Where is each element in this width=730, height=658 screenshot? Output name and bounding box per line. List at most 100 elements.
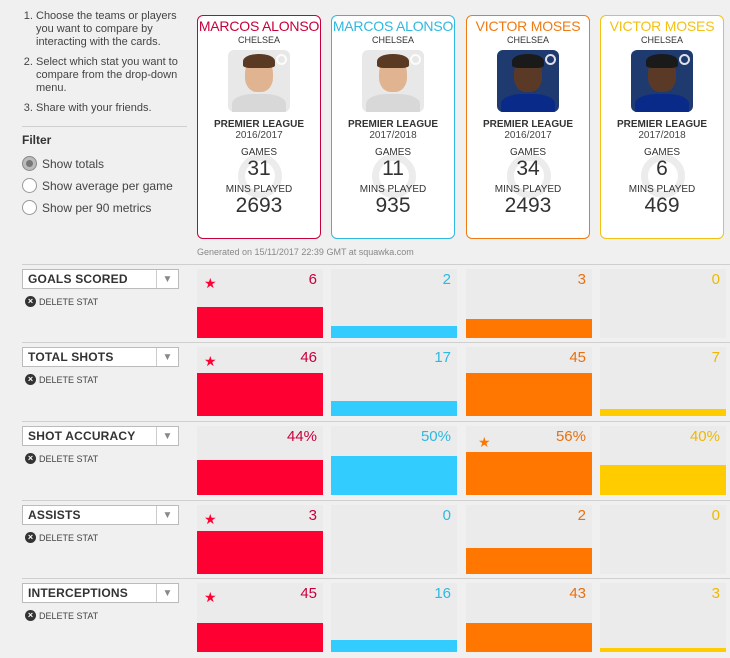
delete-stat-label: DELETE STAT bbox=[39, 374, 99, 385]
stat-bar bbox=[197, 460, 323, 495]
stat-bar bbox=[197, 623, 323, 652]
player-name[interactable]: VICTOR MOSES bbox=[475, 18, 581, 34]
stat-bar bbox=[600, 465, 726, 495]
season[interactable]: 2016/2017 bbox=[235, 130, 283, 141]
season[interactable]: 2017/2018 bbox=[369, 130, 417, 141]
filter-option-label: Show per 90 metrics bbox=[42, 200, 152, 215]
games-label: GAMES bbox=[240, 147, 278, 158]
stat-cell: 2 bbox=[331, 269, 457, 338]
chevron-down-icon[interactable]: ▼ bbox=[156, 270, 178, 288]
stat-value: 0 bbox=[711, 507, 720, 524]
swap-icon[interactable] bbox=[545, 54, 556, 65]
instruction-item: Share with your friends. bbox=[36, 102, 192, 115]
mins-value: 2693 bbox=[235, 194, 283, 217]
stat-value: 46 bbox=[300, 349, 317, 366]
stat-select[interactable]: ASSISTS ▼ bbox=[22, 505, 179, 525]
delete-stat-button[interactable]: × DELETE STAT bbox=[25, 453, 98, 464]
player-card[interactable]: MARCOS ALONSO CHELSEA PREMIER LEAGUE 201… bbox=[331, 15, 455, 239]
delete-stat-button[interactable]: × DELETE STAT bbox=[25, 296, 98, 307]
player-card[interactable]: VICTOR MOSES CHELSEA PREMIER LEAGUE 2017… bbox=[600, 15, 724, 239]
stat-value: 3 bbox=[711, 585, 720, 602]
stat-select[interactable]: GOALS SCORED ▼ bbox=[22, 269, 179, 289]
chevron-down-icon[interactable]: ▼ bbox=[156, 584, 178, 602]
stat-bar bbox=[331, 401, 457, 416]
player-name[interactable]: MARCOS ALONSO bbox=[198, 18, 320, 34]
player-card[interactable]: MARCOS ALONSO CHELSEA PREMIER LEAGUE 201… bbox=[197, 15, 321, 239]
shirt-shape bbox=[232, 94, 286, 112]
games-value: 11 bbox=[382, 157, 404, 180]
close-icon: × bbox=[25, 610, 36, 621]
stat-value: 0 bbox=[442, 507, 451, 524]
stat-select[interactable]: SHOT ACCURACY ▼ bbox=[22, 426, 179, 446]
stat-cell: 0 bbox=[600, 505, 726, 574]
row-divider bbox=[22, 342, 730, 343]
chevron-down-icon[interactable]: ▼ bbox=[156, 506, 178, 524]
stat-value: 45 bbox=[569, 349, 586, 366]
stat-bar bbox=[600, 648, 726, 652]
stat-bar bbox=[466, 548, 592, 574]
swap-icon[interactable] bbox=[410, 54, 421, 65]
player-name[interactable]: MARCOS ALONSO bbox=[332, 18, 454, 34]
filter-option-average[interactable]: Show average per game bbox=[22, 178, 173, 193]
club-name: CHELSEA bbox=[237, 35, 281, 45]
swap-icon[interactable] bbox=[276, 54, 287, 65]
delete-stat-button[interactable]: × DELETE STAT bbox=[25, 374, 98, 385]
mins-label: MINS PLAYED bbox=[225, 184, 293, 195]
stat-cell: 17 bbox=[331, 347, 457, 416]
stat-value: 7 bbox=[711, 349, 720, 366]
stat-cell: 43 bbox=[466, 583, 592, 652]
radio-icon[interactable] bbox=[22, 178, 37, 193]
mins-label: MINS PLAYED bbox=[359, 184, 427, 195]
stat-cell: 16 bbox=[331, 583, 457, 652]
hair-shape bbox=[377, 54, 409, 68]
stat-cell: 7 bbox=[600, 347, 726, 416]
ring-decoration bbox=[507, 154, 551, 198]
stat-bar bbox=[197, 373, 323, 416]
stat-name: SHOT ACCURACY bbox=[28, 429, 136, 443]
games-value: 34 bbox=[516, 157, 540, 180]
player-photo bbox=[228, 50, 290, 112]
delete-stat-button[interactable]: × DELETE STAT bbox=[25, 610, 98, 621]
stat-value: 44% bbox=[286, 428, 317, 445]
league-name: PREMIER LEAGUE bbox=[482, 119, 573, 130]
row-divider bbox=[22, 578, 730, 579]
chevron-down-icon[interactable]: ▼ bbox=[156, 427, 178, 445]
delete-stat-button[interactable]: × DELETE STAT bbox=[25, 532, 98, 543]
stat-bar bbox=[466, 373, 592, 416]
filter-option-label: Show totals bbox=[42, 156, 105, 171]
stat-value: 56% bbox=[555, 428, 586, 445]
shirt-shape bbox=[366, 94, 420, 112]
stat-name: TOTAL SHOTS bbox=[28, 350, 114, 364]
close-icon: × bbox=[25, 532, 36, 543]
stat-value: 2 bbox=[442, 271, 451, 288]
delete-stat-label: DELETE STAT bbox=[39, 296, 99, 307]
stat-cell: ★ 46 bbox=[197, 347, 323, 416]
stat-bar bbox=[197, 307, 323, 338]
shirt-shape bbox=[635, 94, 689, 112]
mins-label: MINS PLAYED bbox=[494, 184, 562, 195]
radio-checked-icon[interactable] bbox=[22, 156, 37, 171]
mins-value: 935 bbox=[375, 194, 411, 217]
hair-shape bbox=[512, 54, 544, 68]
radio-icon[interactable] bbox=[22, 200, 37, 215]
filter-option-per90[interactable]: Show per 90 metrics bbox=[22, 200, 151, 215]
stat-cell: 3 bbox=[600, 583, 726, 652]
chevron-down-icon[interactable]: ▼ bbox=[156, 348, 178, 366]
filter-option-totals[interactable]: Show totals bbox=[22, 156, 104, 171]
stat-value: 16 bbox=[434, 585, 451, 602]
season[interactable]: 2017/2018 bbox=[638, 130, 686, 141]
swap-icon[interactable] bbox=[679, 54, 690, 65]
stat-cell: ★ 6 bbox=[197, 269, 323, 338]
stat-cell: 3 bbox=[466, 269, 592, 338]
games-value: 6 bbox=[656, 157, 668, 180]
player-name[interactable]: VICTOR MOSES bbox=[609, 18, 715, 34]
player-card[interactable]: VICTOR MOSES CHELSEA PREMIER LEAGUE 2016… bbox=[466, 15, 590, 239]
games-label: GAMES bbox=[643, 147, 681, 158]
season[interactable]: 2016/2017 bbox=[504, 130, 552, 141]
stat-select[interactable]: INTERCEPTIONS ▼ bbox=[22, 583, 179, 603]
stat-cell: 50% bbox=[331, 426, 457, 495]
generated-note: Generated on 15/11/2017 22:39 GMT at squ… bbox=[197, 247, 414, 257]
stat-select[interactable]: TOTAL SHOTS ▼ bbox=[22, 347, 179, 367]
games-label: GAMES bbox=[509, 147, 547, 158]
row-divider bbox=[22, 264, 730, 265]
